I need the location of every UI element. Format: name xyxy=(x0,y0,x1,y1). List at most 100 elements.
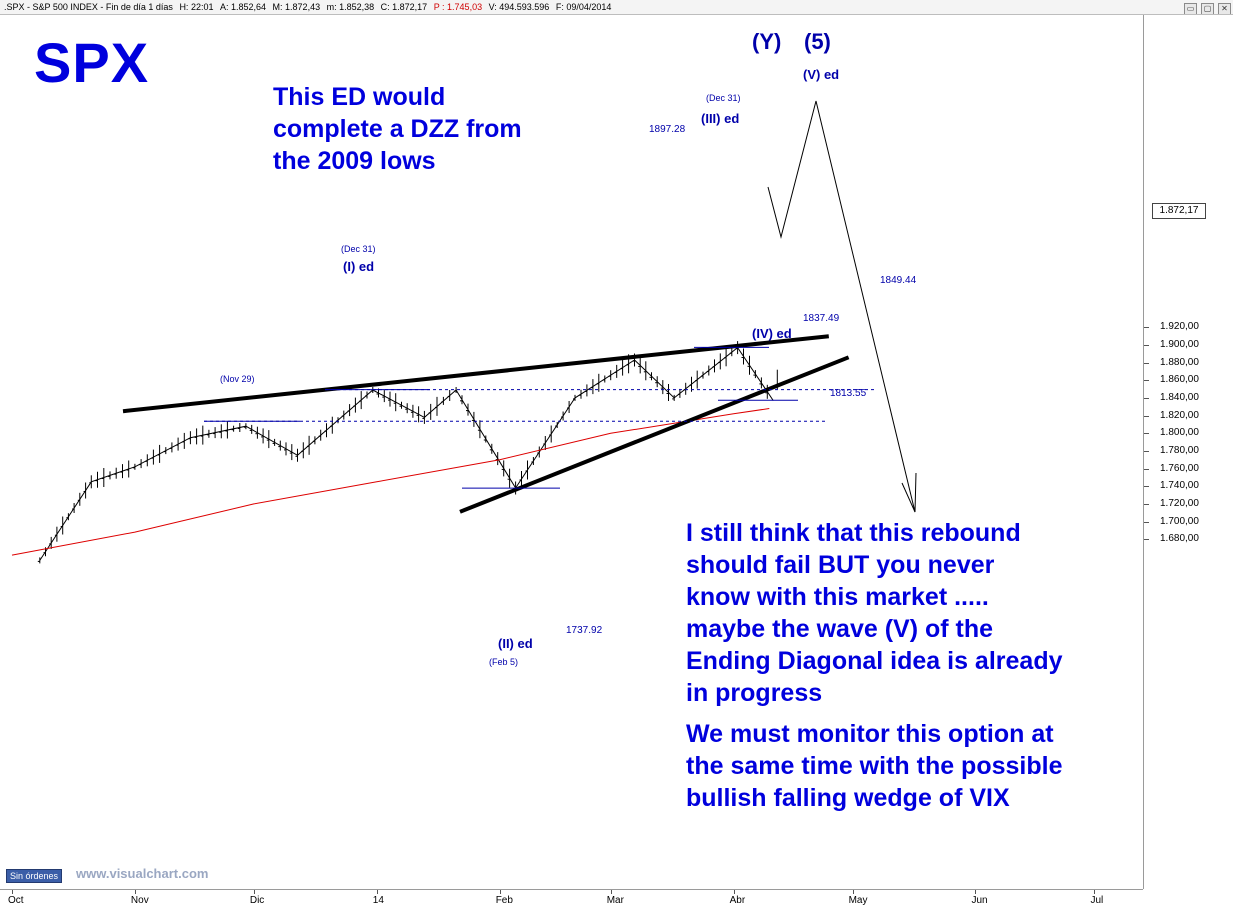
minimize-button[interactable]: ▭ xyxy=(1184,3,1197,14)
price-tick xyxy=(1144,486,1149,488)
time-tick-label: Jul xyxy=(1090,895,1104,906)
wave-label-v: (V) ed xyxy=(803,67,840,82)
watermark: www.visualchart.com xyxy=(76,866,209,881)
wave-label-ii: (II) ed xyxy=(498,636,533,651)
price-tick-label: 1.760,00 xyxy=(1160,462,1199,474)
time-axis: Oct Nov Dic 14 Feb Mar Abr May Jun Jul xyxy=(0,889,1143,909)
price-tick xyxy=(1144,397,1149,399)
time-tick-label: May xyxy=(848,895,868,906)
time-tick xyxy=(134,890,136,894)
time-tick xyxy=(12,890,13,894)
header-date: F: 09/04/2014 xyxy=(555,2,612,12)
time-tick-label: Mar xyxy=(606,895,624,906)
moving-average-line xyxy=(11,408,770,556)
time-tick-label: Nov xyxy=(130,895,149,906)
time-tick-label: 14 xyxy=(372,895,384,906)
time-tick xyxy=(1094,890,1096,894)
header-low: m: 1.852,38 xyxy=(326,2,375,12)
price-axis: 1.920,00 1.900,00 1.880,00 1.860,00 1.840,00… xyxy=(1143,15,1233,889)
wave-label-i: (I) ed xyxy=(343,259,375,274)
price-tick-label: 1.780,00 xyxy=(1160,444,1199,456)
annotation-right2-line: We must monitor this option at xyxy=(686,720,1054,748)
annotation-right-line: I still think that this rebound xyxy=(686,519,1021,547)
price-tick xyxy=(1144,539,1149,541)
header-hour: H: 22:01 xyxy=(179,2,214,12)
time-tick xyxy=(852,890,854,894)
symbol-title: SPX xyxy=(34,31,150,94)
price-tick-label: 1.740,00 xyxy=(1160,480,1199,492)
wave-iii-date: (Dec 31) xyxy=(706,93,741,103)
time-tick xyxy=(733,890,735,894)
price-tick-label: 1.700,00 xyxy=(1160,515,1199,527)
wave-label-iv: (IV) ed xyxy=(752,326,792,341)
wave-i-date: (Dec 31) xyxy=(341,244,376,254)
price-tick-label: 1.680,00 xyxy=(1160,533,1199,545)
price-tick-label: 1.840,00 xyxy=(1160,391,1199,403)
header-open: A: 1.852,64 xyxy=(219,2,267,12)
close-button[interactable]: ✕ xyxy=(1218,3,1231,14)
annotation-right2-line: bullish falling wedge of VIX xyxy=(686,784,1010,812)
time-tick xyxy=(376,890,378,894)
price-tick xyxy=(1144,450,1149,452)
price-tick-label: 1.900,00 xyxy=(1160,338,1199,350)
time-tick-label: Oct xyxy=(8,895,24,906)
annotation-right-line: Ending Diagonal idea is already xyxy=(686,647,1063,675)
wave-label-y: (Y) xyxy=(752,29,782,54)
price-tick-label: 1.800,00 xyxy=(1160,427,1199,439)
chart-header: .SPX - S&P 500 INDEX - Fin de día 1 días… xyxy=(0,0,1233,15)
time-tick-label: Abr xyxy=(729,895,746,906)
wave-iv-level: 1837.49 xyxy=(803,313,840,324)
nov29-date: (Nov 29) xyxy=(220,374,255,384)
upper-trendline xyxy=(122,334,830,414)
annotation-right2-line: the same time with the possible xyxy=(686,752,1063,780)
price-tick xyxy=(1144,433,1149,435)
wave-label-iii: (III) ed xyxy=(701,111,740,126)
projection-arrow xyxy=(767,100,916,513)
price-tick xyxy=(1144,503,1149,505)
maximize-button[interactable]: ▢ xyxy=(1201,3,1214,14)
price-tick xyxy=(1144,327,1149,329)
annotation-top-line: This ED would xyxy=(273,83,446,111)
annotation-right: I still think that this rebound should f… xyxy=(686,517,1063,709)
annotation-right-line: know with this market ..... xyxy=(686,583,989,611)
level-1813: 1813.55 xyxy=(830,388,867,399)
header-prev: P : 1.745,03 xyxy=(433,2,483,12)
price-tick xyxy=(1144,362,1149,364)
wave-iii-level: 1897.28 xyxy=(649,124,686,135)
orders-button[interactable]: Sin órdenes xyxy=(6,869,63,883)
time-tick xyxy=(610,890,612,894)
wave-ii-date: (Feb 5) xyxy=(489,657,519,667)
price-tick-label: 1.860,00 xyxy=(1160,374,1199,386)
annotation-right-line: in progress xyxy=(686,679,823,707)
price-tick-label: 1.920,00 xyxy=(1160,321,1199,333)
price-tick-label: 1.720,00 xyxy=(1160,497,1199,509)
annotation-top-line: complete a DZZ from xyxy=(273,115,522,143)
price-tick xyxy=(1144,344,1149,346)
annotation-right-2: We must monitor this option at the same … xyxy=(686,718,1062,814)
price-chart xyxy=(11,100,917,564)
price-tick-label: 1.880,00 xyxy=(1160,356,1199,368)
header-volume: V: 494.593.596 xyxy=(488,2,550,12)
time-tick xyxy=(499,890,501,894)
annotation-top-line: the 2009 lows xyxy=(273,147,436,175)
price-tick xyxy=(1144,380,1149,382)
lower-trendline xyxy=(459,355,850,514)
projection-arrowhead xyxy=(901,472,917,513)
time-tick-label: Dic xyxy=(249,895,265,906)
price-tick xyxy=(1144,468,1149,470)
time-tick xyxy=(975,890,977,894)
price-tick xyxy=(1144,521,1149,523)
price-tick xyxy=(1144,415,1149,417)
wave-label-5: (5) xyxy=(804,29,831,54)
time-tick xyxy=(253,890,255,894)
annotation-right-line: maybe the wave (V) of the xyxy=(686,615,994,643)
price-tick-label: 1.820,00 xyxy=(1160,409,1199,421)
header-symbol: .SPX - S&P 500 INDEX - Fin de día 1 días xyxy=(4,2,173,12)
last-price-label: 1.872,17 xyxy=(1152,203,1206,219)
time-tick-label: Feb xyxy=(495,895,513,906)
header-close: C: 1.872,17 xyxy=(380,2,428,12)
header-high: M: 1.872,43 xyxy=(272,2,321,12)
time-tick-label: Jun xyxy=(971,895,988,906)
wave-ii-level: 1737.92 xyxy=(566,625,603,636)
level-1849: 1849.44 xyxy=(880,275,917,286)
